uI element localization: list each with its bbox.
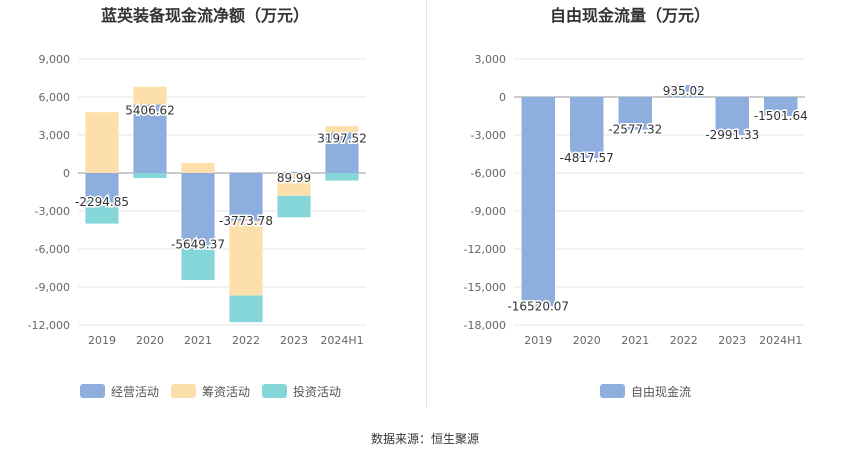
legend-label: 筹资活动 [202, 384, 251, 399]
right-x-tick-label: 2024H1 [759, 334, 802, 347]
legend-swatch [600, 384, 625, 398]
legend-item[interactable]: 投资活动 [262, 383, 341, 400]
right-y-tick-label: -12,000 [464, 243, 506, 256]
left-bar-筹资活动 [277, 173, 311, 196]
left-x-tick-label: 2019 [88, 334, 116, 347]
left-y-tick-label: 0 [63, 167, 70, 180]
right-x-tick-label: 2021 [621, 334, 649, 347]
left-x-tick-label: 2023 [280, 334, 308, 347]
panel-divider [426, 0, 427, 408]
right-bar-自由现金流 [715, 97, 749, 135]
left-bar-筹资活动 [85, 112, 119, 173]
left-x-tick-label: 2021 [184, 334, 212, 347]
legend-item[interactable]: 自由现金流 [600, 383, 691, 400]
right-y-tick-label: 3,000 [475, 53, 507, 66]
left-x-tick-label: 2024H1 [320, 334, 363, 347]
left-bar-经营活动 [325, 132, 359, 173]
left-y-tick-label: 9,000 [39, 53, 71, 66]
right-y-tick-label: -9,000 [471, 205, 506, 218]
legend-item[interactable]: 经营活动 [80, 383, 159, 400]
left-bar-经营活动 [133, 104, 167, 173]
left-data-label: -2294.85 [75, 195, 129, 209]
legend-swatch [80, 384, 105, 398]
left-y-tick-label: 6,000 [39, 91, 71, 104]
left-y-tick-label: 3,000 [39, 129, 71, 142]
left-bar-经营活动 [277, 171, 311, 173]
right-bar-自由现金流 [570, 97, 604, 159]
left-bar-投资活动 [277, 195, 311, 218]
legend-swatch [171, 384, 197, 398]
right-y-tick-label: 0 [499, 91, 506, 104]
right-x-tick-label: 2020 [573, 334, 601, 347]
left-bar-投资活动 [85, 202, 119, 224]
left-bar-经营活动 [85, 173, 119, 203]
legend-swatch [262, 384, 288, 398]
right-bar-自由现金流 [521, 97, 555, 307]
left-y-tick-label: -3,000 [35, 205, 70, 218]
left-data-label: 89.99 [277, 171, 311, 185]
right-bar-自由现金流 [667, 85, 701, 97]
right-bar-自由现金流 [618, 97, 652, 130]
right-y-tick-label: -15,000 [464, 281, 506, 294]
right-x-tick-label: 2019 [524, 334, 552, 347]
right-data-label: -16520.07 [507, 299, 569, 313]
left-bar-筹资活动 [181, 162, 215, 173]
left-bar-经营活动 [181, 173, 215, 245]
right-data-label: 935.02 [663, 84, 705, 98]
legend-label: 投资活动 [293, 384, 342, 399]
right-y-tick-label: -6,000 [471, 167, 506, 180]
left-y-tick-label: -12,000 [28, 319, 70, 332]
left-data-label: -5649.37 [171, 238, 225, 252]
left-data-label: -3773.78 [219, 214, 273, 228]
right-legend: 自由现金流 [600, 383, 703, 399]
left-y-tick-label: -6,000 [35, 243, 70, 256]
left-bar-投资活动 [133, 173, 167, 179]
source-note: 数据来源：恒生聚源 [370, 432, 479, 446]
right-x-tick-label: 2023 [718, 334, 746, 347]
left-data-label: 5406.62 [125, 104, 175, 118]
left-bar-筹资活动 [229, 220, 263, 296]
left-x-tick-label: 2022 [232, 334, 260, 347]
right-data-label: -2577.32 [608, 123, 662, 137]
left-bar-投资活动 [229, 295, 263, 323]
left-legend: 经营活动 筹资活动 投资活动 [80, 383, 353, 399]
left-bar-投资活动 [181, 244, 215, 281]
right-bar-自由现金流 [764, 97, 798, 117]
right-data-label: -2991.33 [705, 128, 759, 142]
left-bar-筹资活动 [325, 126, 359, 133]
right-chart-title: 自由现金流量（万元） [549, 6, 710, 25]
left-bar-筹资活动 [133, 86, 167, 105]
left-bar-经营活动 [229, 173, 263, 221]
right-data-label: -1501.64 [754, 109, 808, 123]
left-chart-title: 蓝英装备现金流净额（万元） [100, 6, 309, 25]
legend-label: 自由现金流 [631, 384, 692, 399]
legend-label: 经营活动 [111, 384, 160, 399]
right-y-tick-label: -18,000 [464, 319, 506, 332]
legend-item[interactable]: 筹资活动 [171, 383, 250, 400]
left-bar-投资活动 [325, 173, 359, 181]
right-x-tick-label: 2022 [670, 334, 698, 347]
left-y-tick-label: -9,000 [35, 281, 70, 294]
left-x-tick-label: 2020 [136, 334, 164, 347]
right-data-label: -4817.57 [560, 151, 614, 165]
right-y-tick-label: -3,000 [471, 129, 506, 142]
left-data-label: 3197.52 [317, 131, 367, 145]
